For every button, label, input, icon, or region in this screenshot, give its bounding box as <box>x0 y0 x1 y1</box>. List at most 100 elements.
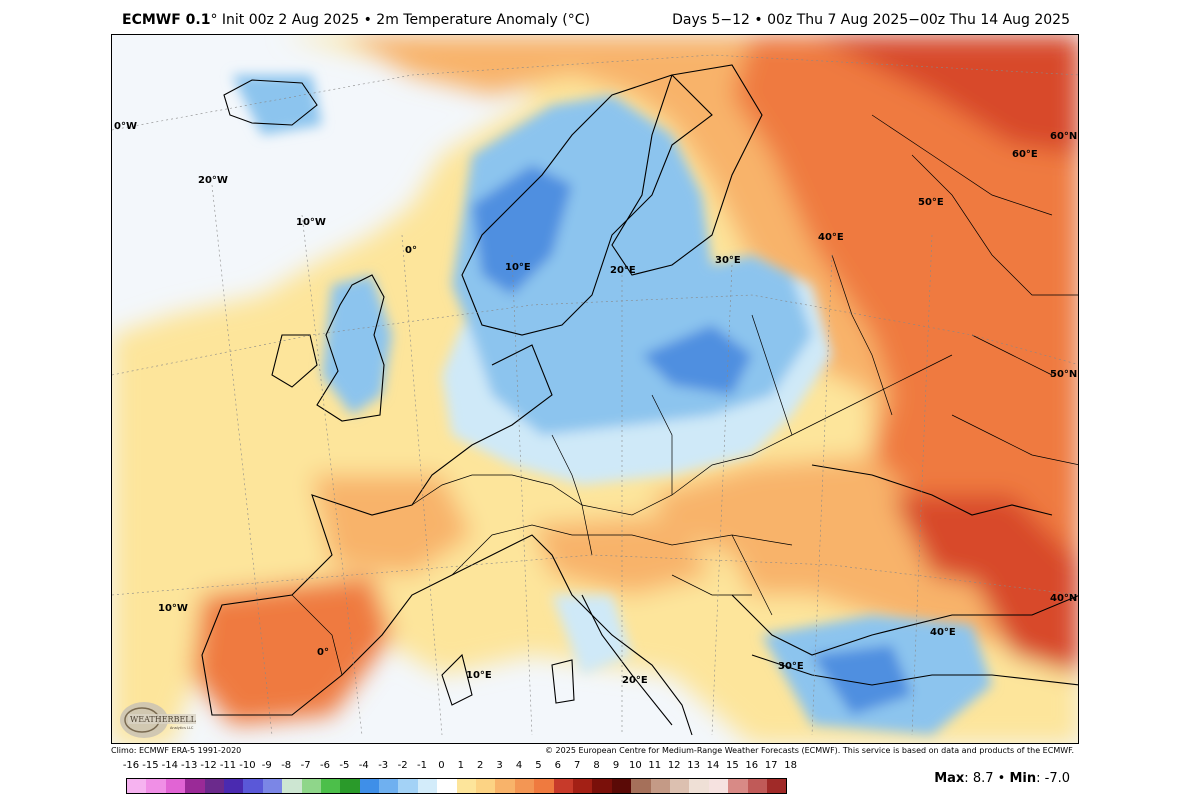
colorbar-swatch <box>127 779 147 793</box>
cool-anomaly-field <box>232 75 992 735</box>
grid-label: 0° <box>317 647 329 658</box>
grid-label: 40°E <box>818 232 844 243</box>
grid-label: 50°E <box>918 197 944 208</box>
colorbar-swatch <box>611 779 632 793</box>
colorbar-tick-label: -11 <box>219 760 237 771</box>
graticule <box>112 54 1078 736</box>
min-value: -7.0 <box>1044 771 1070 786</box>
grid-label: 0° <box>405 245 417 256</box>
max-min-stats: Max: 8.7 • Min: -7.0 <box>934 771 1070 786</box>
colorbar-swatch <box>747 779 767 793</box>
colorbar-swatch <box>223 779 244 793</box>
max-value: 8.7 <box>972 771 994 786</box>
colorbar-tick-label: 9 <box>612 760 620 771</box>
colorbar-tick-label: -3 <box>378 760 389 771</box>
grid-label: 30°E <box>715 255 741 266</box>
colorbar-swatch <box>417 779 438 793</box>
colorbar-swatches <box>126 778 788 794</box>
colorbar-tick-label: 17 <box>764 760 778 771</box>
map-title: ECMWF 0.1° Init 00z 2 Aug 2025 • 2m Temp… <box>122 12 590 28</box>
colorbar-tick-label: 12 <box>667 760 681 771</box>
colorbar-swatch <box>631 779 651 793</box>
colorbar-tick-label: -14 <box>161 760 178 771</box>
colorbar-tick-label: 16 <box>745 760 759 771</box>
grid-label: 20°W <box>198 175 228 186</box>
valid-range: Days 5−12 • 00z Thu 7 Aug 2025−00z Thu 1… <box>672 12 1070 28</box>
colorbar-tick-label: -2 <box>397 760 408 771</box>
colorbar-swatch <box>456 779 477 793</box>
colorbar-swatch <box>476 779 496 793</box>
colorbar-tick-label: 4 <box>515 760 523 771</box>
grid-label: 10°E <box>466 670 492 681</box>
colorbar-tick-label: 1 <box>457 760 464 771</box>
grid-label: 50°N <box>1050 369 1077 380</box>
colorbar-swatch <box>340 779 360 793</box>
colorbar-swatch <box>262 779 283 793</box>
colorbar-swatch <box>592 779 612 793</box>
colorbar-swatch <box>766 779 787 793</box>
model-name: ECMWF 0.1 <box>122 12 211 28</box>
grid-label: 40°N <box>1050 593 1077 604</box>
colorbar-tick-label: -5 <box>339 760 350 771</box>
colorbar-swatch <box>437 779 457 793</box>
colorbar-swatch <box>165 779 186 793</box>
colorbar-swatch <box>301 779 321 793</box>
colorbar-swatch <box>553 779 573 793</box>
grid-label: 60°E <box>1012 149 1038 160</box>
weatherbell-logo: WEATHERBELL Analytics LLC <box>118 698 198 740</box>
max-label: Max <box>934 771 965 786</box>
colorbar-tick-label: -6 <box>320 760 330 771</box>
colorbar-swatch <box>572 779 593 793</box>
climo-credit: Climo: ECMWF ERA-5 1991-2020 <box>111 746 242 755</box>
colorbar-legend: -16 -15 -14 -13 -12 -11 -10 -9 -8 -7 -6 -5 -4 -3 -2 -1 0… <box>111 760 811 800</box>
colorbar-tick-label: -1 <box>417 760 427 771</box>
map-svg: 0°W 20°W 10°W 0° 10°E 20°E 30°E 40°E 50°… <box>112 35 1078 743</box>
logo-text: WEATHERBELL <box>130 715 197 724</box>
colorbar-tick-label: 13 <box>687 760 700 771</box>
grid-label: 10°W <box>296 217 326 228</box>
grid-label: 30°E <box>778 661 804 672</box>
colorbar-swatch <box>534 779 554 793</box>
colorbar-tick-label: 6 <box>554 760 561 771</box>
colorbar-swatch <box>379 779 399 793</box>
grid-labels: 0°W 20°W 10°W 0° 10°E 20°E 30°E 40°E 50°… <box>114 121 1077 686</box>
colorbar-tick-label: -15 <box>142 760 159 771</box>
ecmwf-copyright: © 2025 European Centre for Medium-Range … <box>545 746 1074 755</box>
grid-label: 60°N <box>1050 131 1077 142</box>
colorbar-swatch <box>185 779 205 793</box>
title-text: Init 00z 2 Aug 2025 • 2m Temperature Ano… <box>221 12 590 28</box>
colorbar-tick-label: -13 <box>181 760 198 771</box>
colorbar-swatch <box>204 779 224 793</box>
grid-label: 40°E <box>930 627 956 638</box>
colorbar-swatch <box>398 779 418 793</box>
colorbar-tick-label: 18 <box>784 760 797 771</box>
colorbar-swatch <box>146 779 166 793</box>
colorbar-tick-label: -9 <box>261 760 272 771</box>
colorbar-swatch <box>689 779 709 793</box>
degree-symbol: ° <box>210 12 218 28</box>
country-borders <box>291 114 1078 676</box>
colorbar-tick-label: -8 <box>281 760 292 771</box>
grid-label: 10°E <box>505 262 531 273</box>
colorbar-swatch <box>669 779 690 793</box>
colorbar-tick-label: 10 <box>629 760 642 771</box>
colorbar-tick-label: -12 <box>200 760 217 771</box>
colorbar-tick-label: 5 <box>535 760 542 771</box>
colorbar-swatch <box>495 779 515 793</box>
colorbar-tick-label: -16 <box>122 760 140 771</box>
colorbar-tick-label: 0 <box>438 760 445 771</box>
colorbar-swatch <box>708 779 729 793</box>
grid-label: 10°W <box>158 603 188 614</box>
colorbar-swatch <box>728 779 748 793</box>
min-label: Min <box>1009 771 1037 786</box>
coastlines <box>201 64 1078 736</box>
colorbar-tick-label: 7 <box>574 760 581 771</box>
colorbar-tick-label: -4 <box>358 760 369 771</box>
grid-label: 0°W <box>114 121 137 132</box>
colorbar-tick-label: 3 <box>496 760 503 771</box>
colorbar-swatch <box>243 779 263 793</box>
colorbar-tick-label: -7 <box>300 760 311 771</box>
colorbar-swatch <box>514 779 535 793</box>
colorbar-swatch <box>359 779 380 793</box>
colorbar-tick-label: 2 <box>477 760 484 771</box>
